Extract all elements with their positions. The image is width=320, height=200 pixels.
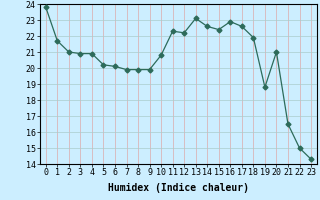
X-axis label: Humidex (Indice chaleur): Humidex (Indice chaleur) — [108, 183, 249, 193]
